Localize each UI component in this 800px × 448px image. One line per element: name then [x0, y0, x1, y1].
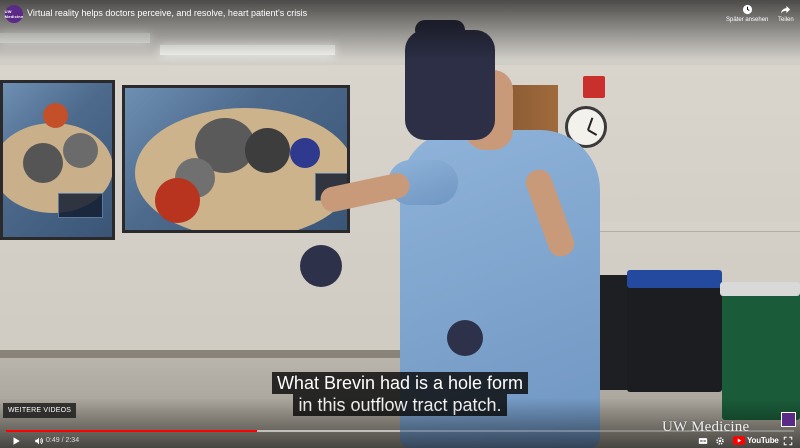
trash-bin: [627, 282, 722, 392]
player-controls: 0:49 / 2:34 YouTube: [0, 434, 800, 448]
share-icon: [781, 5, 791, 14]
watch-later-button[interactable]: Später ansehen: [726, 4, 768, 23]
progress-played: [6, 430, 257, 432]
top-gradient: [0, 0, 800, 60]
more-videos-button[interactable]: WEITERE VIDEOS: [3, 403, 77, 418]
volume-icon: [35, 437, 43, 445]
youtube-logo-button[interactable]: YouTube: [733, 436, 779, 445]
bottom-gradient: [0, 398, 800, 448]
bin-lid: [720, 282, 800, 296]
play-icon: [13, 437, 20, 445]
play-button[interactable]: [10, 435, 22, 447]
fullscreen-button[interactable]: [782, 435, 794, 447]
monitor-left: [0, 80, 115, 240]
youtube-logo-text: YouTube: [747, 436, 779, 445]
subtitle-line-1: What Brevin had is a hole form: [271, 372, 529, 394]
channel-watermark: UW Medicine: [662, 419, 750, 435]
settings-button[interactable]: [714, 435, 726, 447]
youtube-logo-icon: [733, 436, 745, 445]
wall-rail: [590, 222, 800, 232]
monitor-right: [122, 85, 350, 233]
video-title[interactable]: Virtual reality helps doctors perceive, …: [27, 8, 308, 18]
subtitles-icon: [698, 438, 708, 444]
share-button[interactable]: Teilen: [778, 4, 794, 23]
bin-lid: [627, 270, 722, 288]
fire-alarm: [583, 76, 605, 98]
channel-avatar-text: UW Medicine: [4, 9, 24, 19]
volume-button[interactable]: [33, 435, 45, 447]
watch-later-label: Später ansehen: [726, 17, 769, 23]
progress-bar[interactable]: [6, 430, 794, 432]
channel-avatar[interactable]: UW Medicine: [5, 5, 23, 23]
subtitles-button[interactable]: [697, 435, 709, 447]
share-label: Teilen: [778, 17, 794, 23]
fullscreen-icon: [783, 436, 793, 446]
gear-icon: [716, 437, 724, 445]
time-display: 0:49 / 2:34: [46, 437, 80, 444]
channel-end-thumbnail[interactable]: [781, 412, 796, 427]
clock-icon: [742, 4, 752, 15]
